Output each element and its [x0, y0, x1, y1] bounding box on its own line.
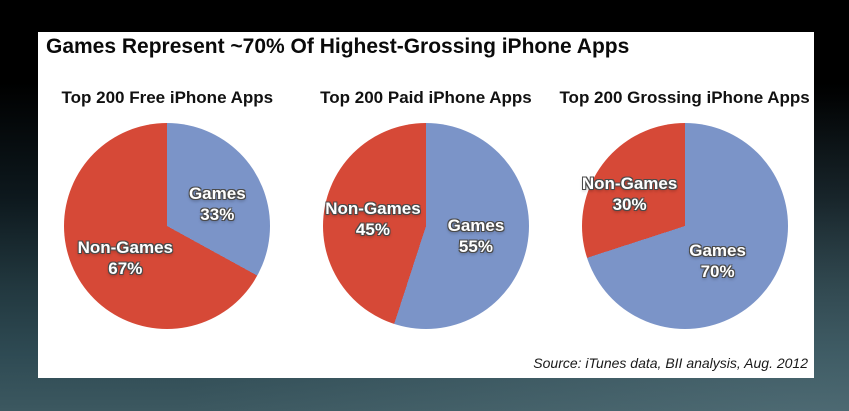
pie-chart-grossing-apps: Top 200 Grossing iPhone Apps Games 70% N…	[555, 86, 814, 329]
slice-name: Non-Games	[581, 174, 678, 193]
slice-label-games: Games 33%	[189, 183, 246, 225]
chart-title-grossing: Top 200 Grossing iPhone Apps	[559, 88, 810, 107]
slice-name: Non-Games	[325, 199, 421, 218]
slice-percent: 55%	[458, 237, 493, 256]
slice-label-non-games: Non-Games 45%	[325, 198, 420, 240]
slice-name: Games	[689, 241, 746, 260]
slice-label-games: Games 70%	[689, 240, 746, 282]
pie-paid-apps: Games 55% Non-Games 45%	[322, 123, 529, 329]
pie-chart-free-apps: Top 200 Free iPhone Apps Games 33% Non-G…	[38, 86, 297, 329]
slice-name: Non-Games	[77, 238, 174, 257]
slice-name: Games	[447, 216, 505, 235]
source-note: Source: iTunes data, BII analysis, Aug. …	[533, 355, 808, 371]
slice-percent: 30%	[612, 195, 647, 214]
slice-percent: 45%	[355, 220, 390, 239]
pie-grossing-apps: Games 70% Non-Games 30%	[581, 123, 788, 329]
page-title: Games Represent ~70% Of Highest-Grossing…	[46, 35, 630, 58]
pie-free-apps: Games 33% Non-Games 67%	[64, 123, 271, 329]
chart-card: Games Represent ~70% Of Highest-Grossing…	[38, 32, 814, 378]
pie-charts-row: Top 200 Free iPhone Apps Games 33% Non-G…	[38, 86, 814, 329]
slice-name: Games	[188, 184, 246, 203]
slice-label-non-games: Non-Games 30%	[582, 173, 677, 215]
pie-chart-paid-apps: Top 200 Paid iPhone Apps Games 55% Non-G…	[297, 86, 556, 329]
slice-label-non-games: Non-Games 67%	[78, 237, 173, 279]
slice-percent: 67%	[108, 259, 143, 278]
slice-label-games: Games 55%	[448, 215, 505, 257]
chart-title-free: Top 200 Free iPhone Apps	[61, 88, 274, 107]
slice-percent: 33%	[200, 205, 235, 224]
slice-percent: 70%	[700, 262, 735, 281]
chart-title-paid: Top 200 Paid iPhone Apps	[320, 88, 532, 107]
